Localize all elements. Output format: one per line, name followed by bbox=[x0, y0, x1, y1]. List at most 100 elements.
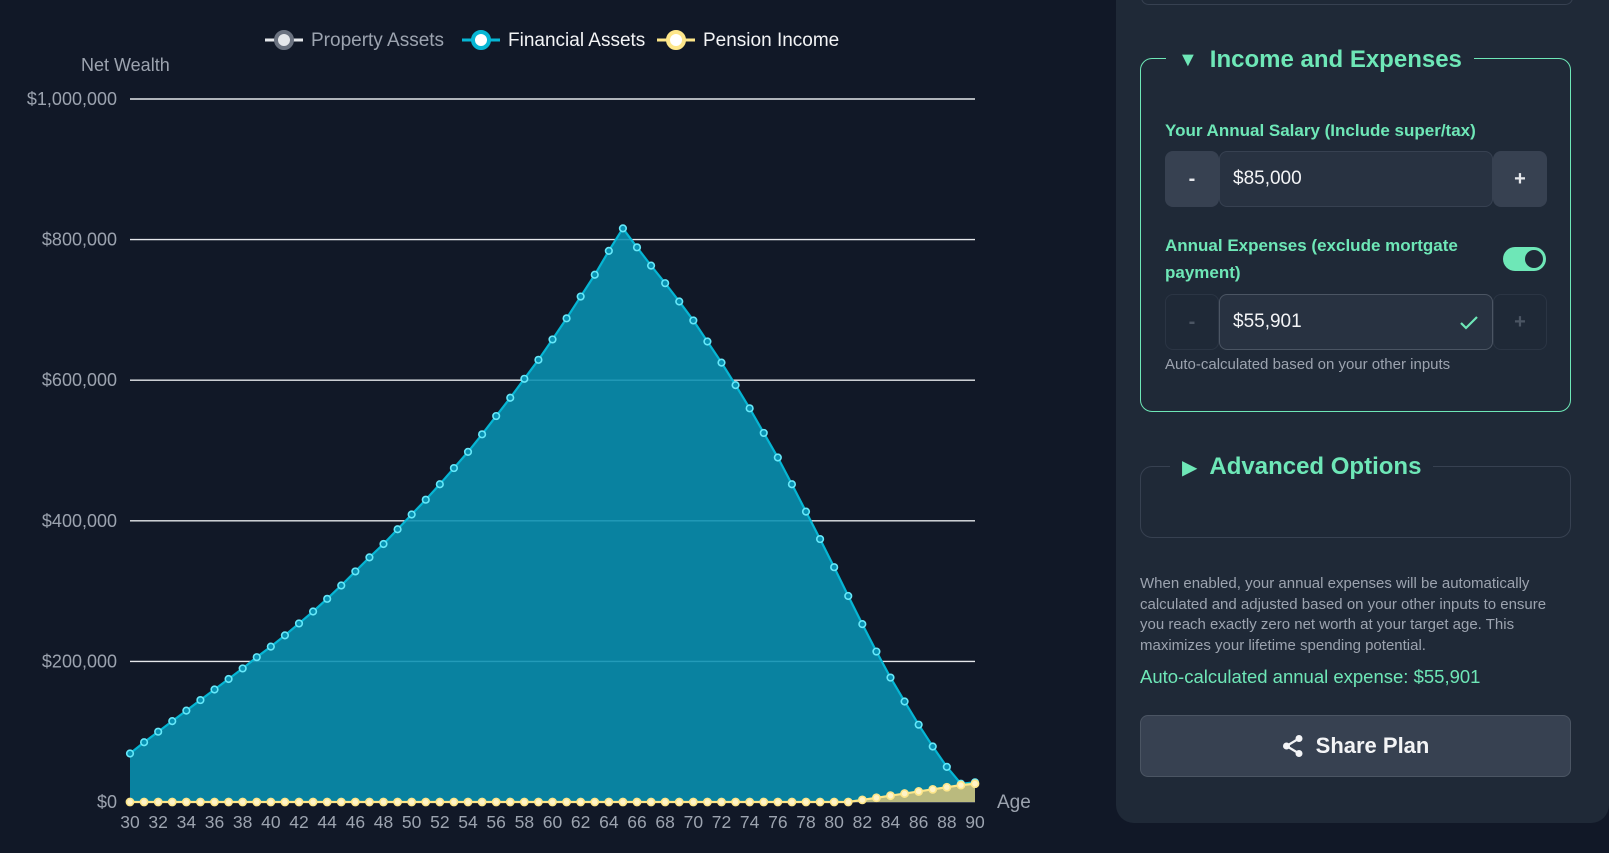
salary-label: Your Annual Salary (Include super/tax) bbox=[1165, 121, 1476, 140]
legend-item-pension-income[interactable]: Pension Income bbox=[657, 30, 839, 51]
data-point bbox=[280, 631, 290, 640]
data-point bbox=[942, 782, 952, 792]
legend-item-property-assets[interactable]: Property Assets bbox=[265, 30, 444, 51]
legend-item-financial-assets[interactable]: Financial Assets bbox=[462, 30, 645, 51]
auto-calculate-toggle[interactable] bbox=[1503, 247, 1546, 271]
data-point bbox=[872, 647, 881, 656]
x-tick-label: 74 bbox=[740, 812, 760, 832]
x-axis-label: Age bbox=[997, 792, 1031, 813]
data-point bbox=[660, 797, 670, 807]
data-point bbox=[703, 337, 712, 346]
data-point bbox=[843, 797, 853, 807]
data-point bbox=[266, 642, 275, 651]
expenses-input[interactable]: $55,901 bbox=[1219, 294, 1493, 350]
data-point bbox=[323, 594, 332, 603]
data-point bbox=[477, 797, 487, 807]
data-point bbox=[661, 279, 670, 288]
data-point bbox=[463, 797, 473, 807]
y-tick-label: $0 bbox=[97, 792, 117, 812]
salary-input[interactable]: $85,000 bbox=[1219, 151, 1493, 207]
data-point bbox=[815, 797, 825, 807]
x-tick-label: 30 bbox=[120, 812, 140, 832]
data-point bbox=[534, 355, 543, 364]
data-point bbox=[773, 453, 782, 462]
data-point bbox=[477, 430, 487, 439]
legend-label: Pension Income bbox=[703, 30, 839, 51]
x-tick-label: 86 bbox=[909, 812, 928, 832]
wealth-chart-svg: $0 $200,000 $400,000 $600,000 $800,000 $1,000… bbox=[27, 30, 1031, 832]
area-fill bbox=[130, 228, 975, 803]
y-tick-label: $200,000 bbox=[42, 651, 117, 671]
data-point bbox=[632, 797, 642, 807]
data-point bbox=[745, 404, 754, 413]
data-point bbox=[604, 797, 614, 807]
data-point bbox=[731, 381, 740, 390]
x-tick-label: 42 bbox=[289, 812, 308, 832]
advanced-options-header[interactable]: ▶ Advanced Options bbox=[1170, 451, 1434, 483]
data-point bbox=[759, 797, 769, 807]
share-icon bbox=[1282, 735, 1303, 757]
data-point bbox=[322, 797, 332, 807]
data-point bbox=[886, 673, 895, 682]
data-point bbox=[773, 797, 783, 807]
data-point bbox=[646, 261, 656, 270]
data-point bbox=[506, 393, 515, 402]
x-tick-label: 32 bbox=[148, 812, 167, 832]
x-tick-label: 44 bbox=[317, 812, 337, 832]
data-point bbox=[294, 619, 304, 628]
area-fill bbox=[130, 783, 975, 802]
data-point bbox=[618, 797, 628, 807]
data-point bbox=[379, 797, 388, 807]
data-point bbox=[167, 797, 177, 807]
expenses-increment-button[interactable]: + bbox=[1493, 294, 1547, 350]
x-tick-label: 54 bbox=[458, 812, 478, 832]
data-point bbox=[505, 797, 515, 807]
x-tick-label: 60 bbox=[543, 812, 563, 832]
data-point bbox=[717, 797, 726, 807]
data-point bbox=[717, 358, 726, 367]
data-point bbox=[801, 507, 811, 516]
salary-increment-button[interactable]: + bbox=[1493, 151, 1547, 207]
data-point bbox=[125, 749, 135, 758]
data-point bbox=[914, 787, 924, 796]
data-point bbox=[224, 797, 233, 807]
data-point bbox=[238, 797, 248, 807]
x-tick-label: 50 bbox=[402, 812, 422, 832]
expenses-decrement-button[interactable]: - bbox=[1165, 294, 1219, 350]
series-financial-assets bbox=[125, 224, 980, 803]
data-point bbox=[266, 797, 276, 807]
x-tick-label: 88 bbox=[937, 812, 956, 832]
data-point bbox=[336, 797, 346, 807]
x-tick-label: 58 bbox=[515, 812, 534, 832]
data-point bbox=[646, 797, 656, 807]
data-point bbox=[759, 428, 768, 438]
data-point bbox=[449, 463, 459, 473]
data-point bbox=[168, 717, 177, 726]
y-axis-label: Net Wealth bbox=[81, 55, 170, 75]
advanced-options-title: Advanced Options bbox=[1209, 453, 1422, 480]
y-tick-label: $400,000 bbox=[42, 511, 117, 531]
share-plan-button[interactable]: Share Plan bbox=[1140, 715, 1571, 777]
data-point bbox=[154, 727, 163, 736]
expenses-helper-text: Auto-calculated based on your other inpu… bbox=[1165, 356, 1451, 373]
data-point bbox=[590, 270, 599, 279]
data-point bbox=[830, 563, 839, 572]
x-tick-label: 66 bbox=[627, 812, 646, 832]
data-point bbox=[604, 246, 613, 255]
data-point bbox=[224, 674, 233, 684]
data-point bbox=[351, 567, 360, 576]
data-point bbox=[534, 797, 543, 807]
salary-decrement-button[interactable]: - bbox=[1165, 151, 1219, 207]
data-point bbox=[914, 720, 923, 729]
legend-label: Property Assets bbox=[311, 30, 444, 51]
data-point bbox=[745, 797, 755, 807]
data-point bbox=[435, 797, 445, 807]
data-point bbox=[548, 797, 557, 807]
data-point bbox=[421, 797, 431, 807]
income-expenses-header[interactable]: ▼ Income and Expenses bbox=[1166, 44, 1474, 76]
x-tick-label: 34 bbox=[177, 812, 197, 832]
data-point bbox=[674, 797, 684, 807]
data-point bbox=[731, 797, 740, 807]
x-tick-label: 62 bbox=[571, 812, 590, 832]
data-point bbox=[576, 292, 585, 301]
